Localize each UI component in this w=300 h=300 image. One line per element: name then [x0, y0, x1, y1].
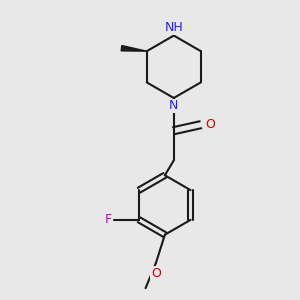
Polygon shape	[121, 46, 147, 51]
Text: NH: NH	[164, 21, 183, 34]
Text: O: O	[151, 266, 161, 280]
Text: O: O	[205, 118, 215, 131]
Text: N: N	[169, 100, 178, 112]
Text: F: F	[104, 213, 112, 226]
